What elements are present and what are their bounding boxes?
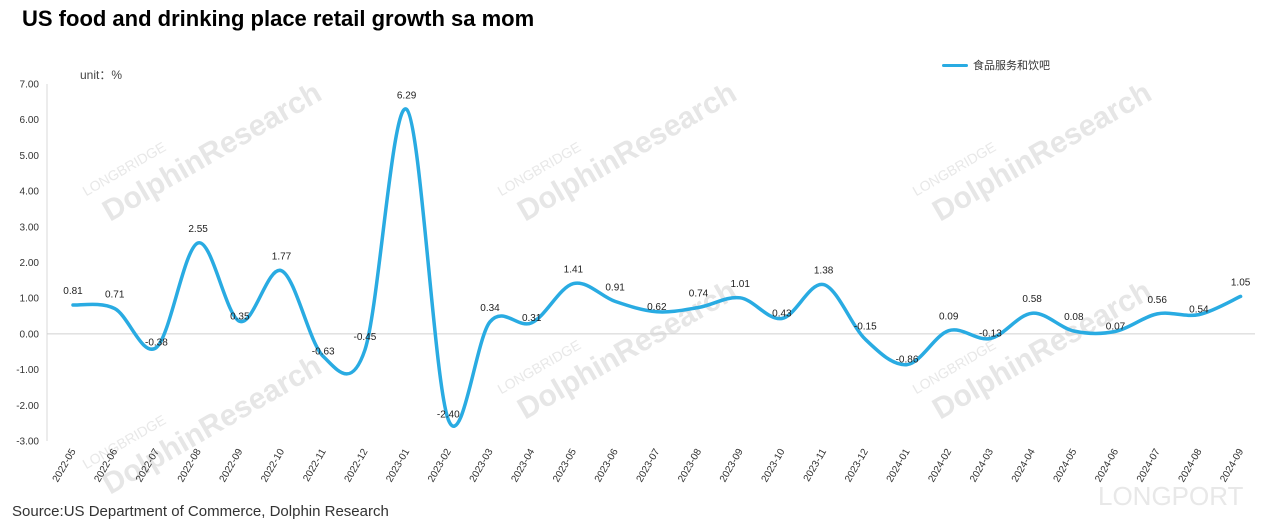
data-label: -0.13 [979, 329, 1002, 340]
y-tick-label: -3.00 [16, 437, 39, 448]
y-tick-label: 7.00 [20, 80, 40, 91]
y-tick-label: 1.00 [20, 294, 40, 305]
x-tick-label: 2023-08 [676, 447, 704, 485]
data-label: -2.40 [437, 410, 460, 421]
data-label: 1.41 [564, 265, 584, 276]
x-tick-label: 2023-09 [718, 447, 746, 485]
x-tick-label: 2023-12 [843, 447, 871, 485]
x-tick-label: 2023-11 [802, 447, 830, 484]
y-tick-label: -1.00 [16, 365, 39, 376]
watermark-brand: DolphinResearch [97, 76, 327, 228]
data-label: 0.09 [939, 312, 959, 323]
y-tick-label: 4.00 [20, 187, 40, 198]
x-tick-label: 2023-05 [551, 447, 579, 485]
y-tick-label: 5.00 [20, 151, 40, 162]
data-label: 0.58 [1022, 294, 1042, 305]
watermark-brand: DolphinResearch [927, 274, 1157, 426]
y-tick-label: -2.00 [16, 401, 39, 412]
data-label: 0.62 [647, 302, 667, 313]
data-label: 0.74 [689, 289, 709, 300]
x-tick-label: 2022-09 [218, 447, 246, 485]
x-tick-label: 2024-02 [926, 447, 954, 485]
x-tick-label: 2022-12 [343, 447, 371, 485]
data-label: 2.55 [188, 224, 208, 235]
watermark-brand: DolphinResearch [512, 76, 742, 228]
corner-watermark: LONGPORT [1098, 481, 1244, 511]
data-label: -0.15 [854, 321, 877, 332]
x-tick-label: 2023-02 [426, 447, 454, 485]
x-tick-label: 2024-09 [1218, 447, 1246, 485]
legend-label: 食品服务和饮吧 [973, 60, 1050, 72]
source-note: Source:US Department of Commerce, Dolphi… [12, 503, 389, 520]
data-label: -0.38 [145, 338, 168, 349]
x-tick-label: 2023-10 [760, 447, 788, 485]
y-tick-label: 0.00 [20, 329, 40, 340]
data-label: 0.34 [480, 303, 500, 314]
chart-title: US food and drinking place retail growth… [22, 6, 535, 31]
data-label: -0.63 [312, 346, 335, 357]
x-tick-label: 2022-05 [51, 447, 79, 485]
x-tick-labels: 2022-05 2022-06 2022-07 2022-08 2022-09 2022-… [51, 447, 1247, 485]
data-labels: 0.81 0.71 -0.38 2.55 0.35 1.77 -0.63 -0.45 6.29 -… [63, 90, 1251, 420]
x-tick-label: 2023-06 [593, 447, 621, 485]
axis-layer [46, 84, 1255, 441]
y-tick-label: 2.00 [20, 258, 40, 269]
data-label: 1.38 [814, 266, 834, 277]
x-tick-label: 2024-03 [968, 447, 996, 485]
x-tick-label: 2023-07 [635, 447, 663, 485]
data-label: 0.35 [230, 311, 250, 322]
legend: 食品服务和饮吧 [942, 57, 1050, 73]
x-tick-label: 2024-04 [1010, 447, 1038, 485]
x-tick-label: 2022-11 [301, 447, 329, 484]
watermark-brand: DolphinResearch [97, 349, 327, 501]
data-label: 0.56 [1147, 295, 1167, 306]
y-tick-label: 3.00 [20, 222, 40, 233]
data-label: 0.91 [605, 282, 625, 293]
x-tick-label: 2023-01 [384, 447, 412, 485]
x-tick-label: 2024-06 [1093, 447, 1121, 485]
x-tick-label: 2022-10 [259, 447, 287, 485]
y-tick-labels: 7.00 6.00 5.00 4.00 3.00 2.00 1.00 0.00 -1.00 -2.… [16, 80, 39, 448]
data-label: 1.77 [272, 252, 292, 263]
data-label: 0.54 [1189, 305, 1209, 316]
data-label: 0.71 [105, 290, 125, 301]
x-tick-label: 2024-05 [1052, 447, 1080, 485]
data-label: -0.45 [354, 332, 377, 343]
x-tick-label: 2024-08 [1177, 447, 1205, 485]
data-label: 0.81 [63, 286, 83, 297]
x-tick-label: 2024-07 [1135, 447, 1163, 485]
x-tick-label: 2023-03 [468, 447, 496, 485]
data-label: 6.29 [397, 90, 417, 101]
series-line [71, 107, 1243, 428]
data-label: 0.31 [522, 313, 542, 324]
x-tick-label: 2024-01 [885, 447, 913, 485]
data-label: 1.05 [1231, 277, 1251, 288]
data-label: -0.86 [896, 355, 919, 366]
data-label: 0.43 [772, 309, 792, 320]
data-label: 1.01 [730, 279, 750, 290]
x-tick-label: 2023-04 [509, 447, 537, 485]
unit-label: unit：% [80, 68, 123, 82]
watermark-brand: DolphinResearch [927, 76, 1157, 228]
y-tick-label: 6.00 [20, 115, 40, 126]
data-label: 0.08 [1064, 312, 1084, 323]
legend-swatch [942, 63, 968, 67]
data-label: 0.07 [1106, 321, 1126, 332]
